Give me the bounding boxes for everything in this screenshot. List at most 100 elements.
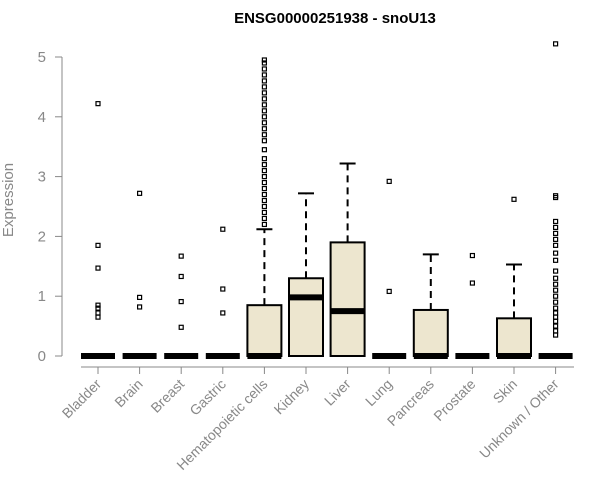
outlier-point [261, 209, 267, 216]
x-tick-label: Kidney [271, 376, 313, 418]
outlier-point [261, 78, 267, 84]
outlier-point [552, 41, 559, 47]
outlier-point [261, 60, 267, 66]
outlier-point [261, 185, 267, 192]
chart-title: ENSG00000251938 - snoU13 [234, 10, 436, 27]
outlier-point [178, 273, 184, 280]
box-group [288, 192, 324, 358]
outlier-point [511, 196, 517, 202]
outlier-point [261, 168, 267, 174]
outlier-point [552, 230, 559, 237]
outlier-point [261, 84, 267, 90]
outlier-point [220, 226, 226, 232]
outlier-point [95, 305, 101, 311]
outlier-point [552, 275, 559, 281]
y-axis-label: Expression [0, 163, 17, 237]
box-group [538, 41, 573, 359]
outlier-point [386, 178, 392, 184]
outlier-point [469, 252, 475, 259]
outlier-point [178, 324, 184, 330]
outlier-point [95, 101, 101, 107]
outlier-point [261, 72, 267, 78]
outlier-point [552, 328, 559, 334]
outlier-point [261, 162, 267, 168]
outlier-point [220, 310, 226, 316]
y-tick-label: 0 [38, 348, 46, 365]
outlier-point [261, 203, 267, 210]
outlier-point [95, 242, 101, 248]
x-tick-label: Breast [147, 376, 187, 416]
outlier-point [261, 147, 267, 153]
outlier-point [552, 242, 559, 248]
y-tick-label: 5 [38, 49, 46, 66]
box-iqr [246, 304, 283, 358]
x-tick-label: Bladder [59, 376, 105, 422]
outlier-point [552, 318, 559, 324]
y-tick-label: 1 [38, 288, 46, 305]
outlier-point [552, 193, 559, 199]
box-group [412, 253, 449, 359]
outlier-point [552, 323, 559, 329]
box-group [205, 226, 240, 359]
x-tick-label: Liver [321, 376, 354, 409]
outlier-point [261, 57, 267, 63]
x-tick-label: Brain [111, 376, 145, 410]
outlier-point [552, 305, 559, 311]
x-tick-label: Prostate [430, 376, 478, 424]
outlier-point [261, 138, 267, 144]
outlier-point [220, 286, 226, 292]
outlier-point [95, 310, 101, 316]
outlier-point [137, 294, 143, 300]
outlier-point [552, 257, 559, 263]
outlier-point [552, 314, 559, 320]
outlier-point [95, 302, 101, 308]
outlier-point [261, 120, 267, 126]
outlier-point [386, 288, 392, 295]
box-group [81, 101, 115, 359]
outlier-point [261, 132, 267, 138]
outlier-point [552, 332, 559, 338]
box-group [455, 252, 490, 359]
outlier-point [261, 174, 267, 180]
outlier-point [137, 304, 143, 310]
outlier-point [261, 114, 267, 120]
box-iqr [496, 317, 532, 357]
outlier-point [261, 197, 267, 204]
box-group [122, 190, 157, 359]
outlier-point [552, 281, 559, 287]
box-iqr [329, 241, 366, 358]
outlier-point [552, 310, 559, 316]
outlier-point [261, 102, 267, 108]
box-iqr [288, 277, 324, 358]
y-tick-label: 2 [38, 228, 46, 245]
outlier-point [552, 224, 559, 231]
box-group [164, 253, 199, 359]
outlier-point [137, 190, 143, 196]
box-group [246, 57, 283, 359]
outlier-point [261, 156, 267, 162]
outlier-point [95, 314, 101, 320]
box-group [372, 178, 407, 359]
y-tick-label: 4 [38, 109, 46, 126]
outlier-point [261, 66, 267, 72]
outlier-point [552, 250, 559, 256]
outlier-point [552, 268, 559, 274]
x-tick-label: Lung [362, 376, 395, 409]
outlier-point [261, 179, 267, 186]
outlier-point [552, 287, 559, 293]
outlier-point [552, 299, 559, 305]
outlier-point [95, 265, 101, 271]
outlier-point [261, 108, 267, 114]
box-group [496, 196, 532, 359]
y-ticks: 0 1 2 3 4 5 [38, 49, 62, 365]
y-tick-label: 3 [38, 169, 46, 186]
outlier-point [261, 215, 267, 222]
boxes [81, 41, 573, 359]
outlier-point [261, 221, 267, 228]
outlier-point [261, 191, 267, 198]
outlier-point [178, 298, 184, 305]
box-iqr [412, 308, 449, 358]
x-tick-label: Unknown / Other [476, 376, 562, 462]
